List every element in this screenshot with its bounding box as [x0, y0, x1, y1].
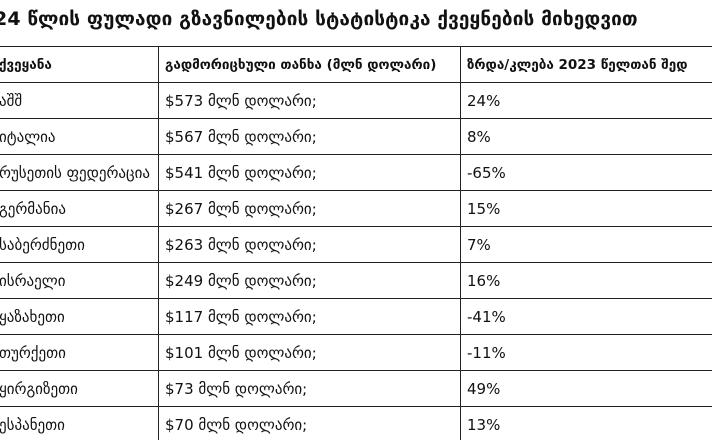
- cell-amount: $267 მლნ დოლარი;: [158, 190, 461, 227]
- column-header-change: ზრდა/კლება 2023 წელთან შედ: [460, 46, 712, 83]
- cell-change: -11%: [460, 334, 712, 371]
- table-row: იტალია $567 მლნ დოლარი; 8%: [0, 118, 712, 155]
- cell-country: გერმანია: [0, 190, 159, 227]
- page-title: 24 წლის ფულადი გზავნილების სტატისტიკა ქვ…: [0, 8, 638, 30]
- cell-country: იტალია: [0, 118, 159, 155]
- table-row: ესპანეთი $70 მლნ დოლარი; 13%: [0, 406, 712, 440]
- table-row: ისრაელი $249 მლნ დოლარი; 16%: [0, 262, 712, 299]
- cell-country: ისრაელი: [0, 262, 159, 299]
- cell-amount: $541 მლნ დოლარი;: [158, 154, 461, 191]
- cell-amount: $73 მლნ დოლარი;: [158, 370, 461, 407]
- cell-change: 13%: [460, 406, 712, 440]
- cell-change: 49%: [460, 370, 712, 407]
- cell-country: ყაზახეთი: [0, 298, 159, 335]
- cell-change: 7%: [460, 226, 712, 263]
- cell-country: თურქეთი: [0, 334, 159, 371]
- table-row: თურქეთი $101 მლნ დოლარი; -11%: [0, 334, 712, 371]
- cell-amount: $249 მლნ დოლარი;: [158, 262, 461, 299]
- cell-change: 24%: [460, 82, 712, 119]
- cell-amount: $101 მლნ დოლარი;: [158, 334, 461, 371]
- table-row: რუსეთის ფედერაცია $541 მლნ დოლარი; -65%: [0, 154, 712, 191]
- cell-change: 15%: [460, 190, 712, 227]
- cell-change: -41%: [460, 298, 712, 335]
- cell-amount: $263 მლნ დოლარი;: [158, 226, 461, 263]
- column-header-country: ქვეყანა: [0, 46, 159, 83]
- table-header-row: ქვეყანა გადმორიცხული თანხა (მლნ დოლარი) …: [0, 46, 712, 83]
- cell-amount: $573 მლნ დოლარი;: [158, 82, 461, 119]
- table-row: საბერძნეთი $263 მლნ დოლარი; 7%: [0, 226, 712, 263]
- remittance-table: ქვეყანა გადმორიცხული თანხა (მლნ დოლარი) …: [0, 46, 712, 440]
- table-row: გერმანია $267 მლნ დოლარი; 15%: [0, 190, 712, 227]
- cell-amount: $117 მლნ დოლარი;: [158, 298, 461, 335]
- cell-country: საბერძნეთი: [0, 226, 159, 263]
- cell-amount: $70 მლნ დოლარი;: [158, 406, 461, 440]
- cell-amount: $567 მლნ დოლარი;: [158, 118, 461, 155]
- table-row: ყირგიზეთი $73 მლნ დოლარი; 49%: [0, 370, 712, 407]
- cell-change: -65%: [460, 154, 712, 191]
- cell-change: 8%: [460, 118, 712, 155]
- table-row: აშშ $573 მლნ დოლარი; 24%: [0, 82, 712, 119]
- cell-country: აშშ: [0, 82, 159, 119]
- cell-country: ყირგიზეთი: [0, 370, 159, 407]
- cell-change: 16%: [460, 262, 712, 299]
- table-row: ყაზახეთი $117 მლნ დოლარი; -41%: [0, 298, 712, 335]
- cell-country: ესპანეთი: [0, 406, 159, 440]
- column-header-amount: გადმორიცხული თანხა (მლნ დოლარი): [158, 46, 461, 83]
- cell-country: რუსეთის ფედერაცია: [0, 154, 159, 191]
